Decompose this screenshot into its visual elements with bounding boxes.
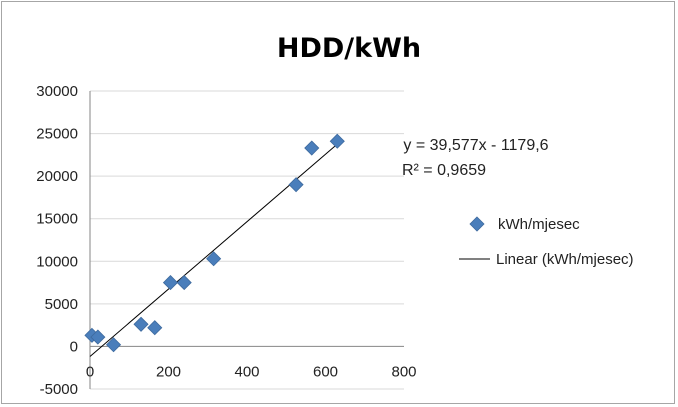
y-tick-label: -5000: [40, 381, 78, 398]
x-tick-label: 800: [391, 363, 416, 380]
y-tick-labels: -5000 0 5000 10000 15000 20000 25000 30000: [36, 83, 78, 398]
data-point: [105, 337, 122, 353]
x-tick-label: 600: [313, 363, 338, 380]
data-point: [147, 320, 163, 336]
data-point: [162, 275, 179, 291]
x-tick-label: 0: [86, 363, 94, 380]
data-point: [90, 329, 106, 345]
y-tick-label: 5000: [45, 296, 78, 313]
data-point: [304, 140, 320, 156]
y-tick-label: 0: [70, 338, 78, 355]
x-tick-label: 400: [234, 363, 259, 380]
trendline-equation: y = 39,577x - 1179,6: [403, 137, 548, 154]
legend-marker-diamond: [469, 216, 485, 232]
x-tick-label: 200: [156, 363, 181, 380]
y-tick-label: 25000: [36, 126, 78, 143]
y-tick-label: 30000: [36, 83, 78, 100]
legend-label-trendline: Linear (kWh/mjesec): [496, 251, 634, 268]
gridlines: [90, 90, 404, 390]
y-tick-label: 10000: [36, 253, 78, 270]
x-tick-labels: 0 200 400 600 800: [86, 363, 417, 380]
trendline-r-squared: R² = 0,9659: [402, 162, 486, 179]
y-tick-label: 15000: [36, 211, 78, 228]
data-point: [176, 275, 192, 291]
data-point: [133, 316, 149, 332]
y-tick-label: 20000: [36, 168, 78, 185]
data-points: [84, 133, 345, 353]
data-point: [329, 133, 345, 149]
data-point: [288, 177, 304, 193]
chart-title: HDD/kWh: [277, 33, 421, 64]
legend: kWh/mjesec Linear (kWh/mjesec): [459, 216, 634, 268]
data-point: [206, 251, 222, 267]
legend-label-series: kWh/mjesec: [498, 216, 580, 233]
